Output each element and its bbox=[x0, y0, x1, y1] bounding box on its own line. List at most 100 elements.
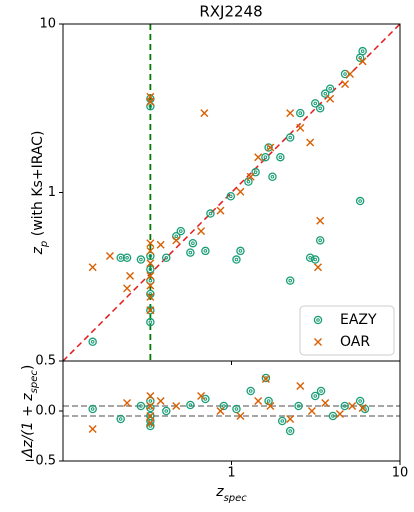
point bbox=[306, 138, 315, 147]
ring bbox=[313, 315, 323, 325]
point bbox=[146, 239, 155, 248]
ring bbox=[146, 265, 155, 274]
cross bbox=[306, 138, 315, 147]
cross bbox=[146, 281, 155, 290]
point bbox=[310, 255, 320, 264]
point bbox=[348, 402, 357, 410]
point bbox=[156, 397, 165, 405]
cross bbox=[296, 123, 305, 132]
point bbox=[146, 392, 155, 400]
cross bbox=[172, 236, 181, 245]
cross bbox=[321, 399, 330, 407]
ring bbox=[315, 236, 325, 245]
cross bbox=[197, 392, 206, 400]
point bbox=[146, 97, 155, 106]
legend-marker bbox=[313, 315, 323, 325]
cross bbox=[296, 382, 305, 390]
ring-core bbox=[343, 72, 347, 76]
ring-core bbox=[148, 320, 153, 324]
point bbox=[216, 206, 225, 215]
ring bbox=[285, 276, 295, 285]
point bbox=[186, 400, 195, 410]
point bbox=[261, 375, 270, 383]
ring-core bbox=[308, 255, 312, 260]
ring bbox=[268, 172, 277, 182]
ring-core bbox=[90, 407, 95, 411]
point bbox=[197, 227, 206, 236]
point bbox=[216, 407, 225, 415]
point bbox=[156, 240, 165, 249]
cross bbox=[261, 375, 270, 383]
ring bbox=[261, 373, 271, 383]
cross bbox=[146, 239, 155, 248]
ring bbox=[136, 255, 146, 264]
point bbox=[123, 399, 132, 407]
cross bbox=[246, 172, 255, 181]
cross bbox=[286, 415, 295, 423]
point bbox=[146, 281, 155, 290]
ring-core bbox=[331, 414, 335, 418]
point bbox=[340, 401, 349, 411]
point bbox=[341, 80, 350, 89]
ring bbox=[219, 401, 229, 411]
ring-core bbox=[148, 292, 153, 296]
ring-core bbox=[188, 250, 193, 255]
cross bbox=[197, 227, 206, 236]
cross bbox=[316, 216, 325, 225]
cross bbox=[146, 306, 155, 315]
point bbox=[146, 419, 155, 427]
cross bbox=[146, 259, 155, 268]
ring-core bbox=[288, 278, 292, 283]
ring-core bbox=[125, 255, 129, 260]
point bbox=[355, 196, 365, 206]
ring-core bbox=[238, 249, 243, 253]
ring bbox=[201, 246, 210, 256]
point bbox=[261, 373, 271, 383]
ring bbox=[88, 337, 97, 347]
point bbox=[122, 253, 132, 262]
cross bbox=[200, 109, 209, 118]
point bbox=[201, 246, 210, 256]
cross bbox=[123, 399, 132, 407]
ring-core bbox=[148, 399, 153, 403]
ring-core bbox=[118, 255, 123, 260]
point bbox=[261, 152, 270, 162]
point bbox=[268, 172, 277, 182]
ring bbox=[310, 99, 320, 108]
ring bbox=[340, 69, 350, 79]
label-rest: (with Ks+IRAC) bbox=[30, 131, 46, 241]
cross bbox=[172, 402, 181, 410]
point bbox=[146, 306, 155, 315]
point bbox=[254, 397, 263, 405]
label-sub: spec bbox=[224, 493, 248, 504]
ring bbox=[206, 209, 215, 218]
point bbox=[254, 153, 263, 162]
point bbox=[246, 386, 255, 396]
ring-core bbox=[118, 417, 123, 421]
x-tick-label: 1 bbox=[227, 466, 235, 481]
y-tick-label: 10 bbox=[39, 17, 56, 32]
ring bbox=[176, 226, 186, 236]
cross bbox=[326, 94, 335, 103]
point bbox=[236, 246, 245, 256]
point bbox=[313, 263, 322, 272]
legend-item: EAZY bbox=[340, 312, 377, 328]
ring-core bbox=[323, 91, 328, 96]
point bbox=[146, 276, 155, 285]
ring-core bbox=[203, 249, 208, 253]
point bbox=[232, 255, 241, 264]
ring-core bbox=[288, 135, 292, 140]
ring bbox=[146, 317, 155, 327]
cross bbox=[358, 57, 367, 66]
cross bbox=[314, 338, 322, 346]
point bbox=[328, 411, 338, 421]
cross bbox=[156, 240, 165, 249]
point bbox=[232, 404, 241, 414]
point bbox=[176, 226, 186, 236]
ring-core bbox=[164, 409, 169, 413]
point bbox=[251, 167, 260, 177]
ring bbox=[276, 152, 285, 162]
cross bbox=[266, 402, 275, 410]
cross bbox=[216, 206, 225, 215]
